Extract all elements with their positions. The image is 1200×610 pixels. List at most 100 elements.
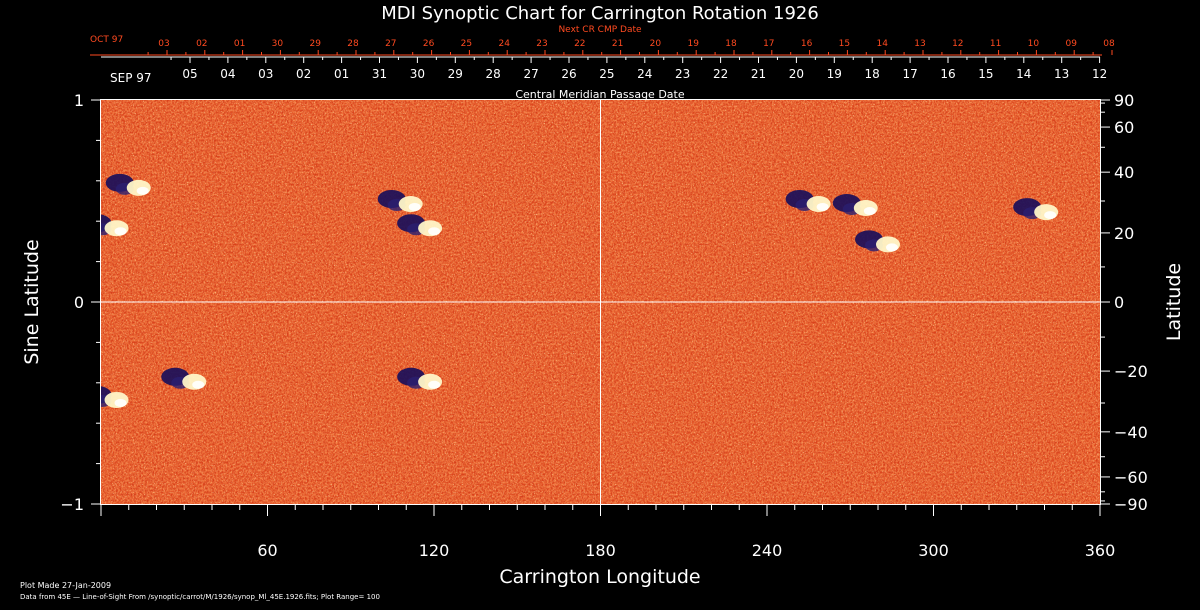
x-tick-label: 180 — [585, 541, 616, 560]
cmp-date: 22 — [713, 67, 728, 81]
positive-polarity-core — [114, 398, 127, 407]
x-axis: 60 120 180 240 300 360 — [100, 504, 1116, 560]
positive-polarity-core — [886, 243, 898, 252]
x-tick-label: 300 — [918, 541, 949, 560]
y-axis-right: 90 60 40 20 0 −20 −40 −60 −90 — [1100, 91, 1148, 514]
cmp-date: 13 — [1054, 67, 1069, 81]
next-cr-dates: 03 02 01 30 29 28 27 26 25 24 23 22 21 20 19 18 17 16 15 14… — [147, 39, 1115, 55]
cmp-date: 03 — [258, 67, 273, 81]
cmp-date: 12 — [1092, 67, 1107, 81]
cmp-date: 05 — [182, 67, 197, 81]
next-cr-date: 29 — [309, 39, 321, 49]
positive-polarity-core — [428, 227, 441, 236]
y-right-tick-label: 0 — [1114, 293, 1124, 312]
y-right-tick-label: −40 — [1114, 423, 1148, 442]
next-cr-date: 30 — [272, 39, 284, 49]
positive-polarity-core — [192, 380, 205, 389]
active-region — [101, 386, 129, 408]
cmp-date: 21 — [751, 67, 766, 81]
y-right-tick-label: −60 — [1114, 468, 1148, 487]
next-cr-date: 24 — [498, 39, 510, 49]
positive-polarity-core — [863, 207, 876, 216]
cmp-axis-title: Central Meridian Passage Date — [515, 88, 684, 101]
cmp-date: 16 — [940, 67, 955, 81]
cmp-date: 01 — [334, 67, 349, 81]
next-cr-date: 11 — [990, 39, 1001, 49]
active-region — [855, 230, 900, 253]
cmp-date: 28 — [486, 67, 501, 81]
next-cr-date: 08 — [1103, 39, 1115, 49]
next-cr-date: 09 — [1065, 39, 1077, 49]
cmp-date: 04 — [220, 67, 235, 81]
next-cr-date: 16 — [801, 39, 813, 49]
y-left-tick-label: −1 — [60, 495, 84, 514]
positive-polarity-core — [136, 186, 149, 195]
cmp-date: 29 — [448, 67, 463, 81]
active-region — [832, 194, 878, 217]
next-cr-date: 21 — [612, 39, 623, 49]
next-cr-date: 15 — [839, 39, 850, 49]
active-region — [397, 367, 443, 390]
cmp-date: 27 — [523, 67, 538, 81]
cmp-date: 17 — [902, 67, 917, 81]
chart-title: MDI Synoptic Chart for Carrington Rotati… — [381, 3, 819, 24]
next-cr-date: 18 — [725, 39, 737, 49]
y-axis-right-label: Latitude — [1163, 263, 1185, 341]
next-cr-date: 01 — [234, 39, 245, 49]
cmp-date: 20 — [789, 67, 804, 81]
active-regions — [101, 173, 1059, 408]
cmp-date: 19 — [827, 67, 842, 81]
y-axis-left: 1 0 −1 — [60, 91, 101, 514]
y-right-tick-label: 20 — [1114, 224, 1134, 243]
plot-made-note: Plot Made 27-Jan-2009 — [20, 581, 112, 590]
y-right-tick-label: −90 — [1114, 495, 1148, 514]
y-right-tick-label: −20 — [1114, 362, 1148, 381]
positive-polarity-core — [408, 203, 421, 211]
positive-polarity-core — [114, 227, 127, 236]
next-cr-date: 10 — [1028, 39, 1040, 49]
next-cr-title: Next CR CMP Date — [558, 25, 642, 35]
next-cr-date: 27 — [385, 39, 396, 49]
next-cr-date: 03 — [158, 39, 169, 49]
cmp-date: 23 — [675, 67, 690, 81]
x-tick-label: 360 — [1085, 541, 1116, 560]
y-right-tick-label: 90 — [1114, 91, 1134, 110]
next-cr-date: 20 — [650, 39, 662, 49]
y-left-tick-label: 1 — [74, 91, 84, 110]
cmp-date: 24 — [637, 67, 652, 81]
active-region — [397, 214, 443, 237]
next-cr-date: 28 — [347, 39, 359, 49]
positive-polarity-core — [816, 203, 829, 211]
cmp-date: 25 — [599, 67, 614, 81]
cmp-date: 31 — [372, 67, 387, 81]
positive-polarity-core — [428, 380, 441, 389]
cmp-dates: 05 04 03 02 01 31 30 29 28 27 26 25 24 23 22 21 20 19 18 17… — [170, 57, 1107, 81]
positive-polarity-core — [1044, 211, 1057, 220]
active-region — [105, 173, 151, 196]
next-cr-date: 17 — [763, 39, 774, 49]
x-tick-label: 120 — [419, 541, 450, 560]
next-cr-date: 23 — [536, 39, 547, 49]
x-axis-label: Carrington Longitude — [499, 566, 700, 588]
active-region — [161, 367, 207, 390]
active-region — [1013, 198, 1059, 221]
next-cr-date: 14 — [876, 39, 888, 49]
cmp-date: 18 — [865, 67, 880, 81]
active-region — [377, 190, 423, 212]
next-cr-date: 25 — [461, 39, 472, 49]
active-region — [785, 190, 831, 212]
gridlines — [101, 100, 1100, 504]
next-cr-date: 02 — [196, 39, 207, 49]
next-cr-date: 22 — [574, 39, 585, 49]
x-tick-label: 60 — [257, 541, 277, 560]
cmp-date: 26 — [561, 67, 576, 81]
cmp-date: 02 — [296, 67, 311, 81]
next-cr-date: 12 — [952, 39, 963, 49]
x-tick-label: 240 — [752, 541, 783, 560]
y-left-tick-label: 0 — [74, 293, 84, 312]
y-right-tick-label: 60 — [1114, 118, 1134, 137]
cmp-date: 15 — [978, 67, 993, 81]
next-cr-start-label: OCT 97 — [90, 35, 123, 45]
y-right-tick-label: 40 — [1114, 163, 1134, 182]
